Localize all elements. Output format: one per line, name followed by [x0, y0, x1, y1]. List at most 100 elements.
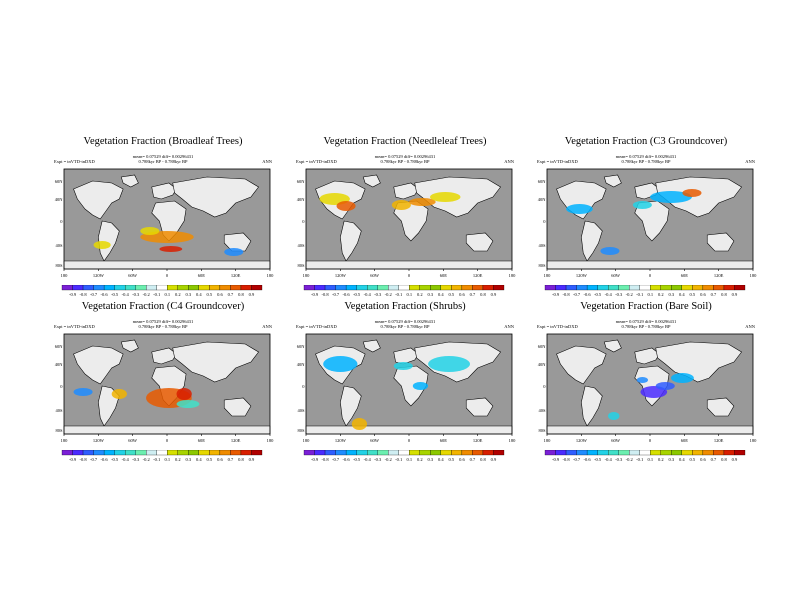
lat-tick-label: 40S [297, 243, 305, 248]
colorbar-swatch [472, 450, 484, 456]
colorbar-label: 0.8 [480, 457, 486, 462]
colorbar-label: -0.5 [111, 457, 119, 462]
colorbar-swatch [650, 450, 661, 456]
colorbar-label: -0.2 [143, 457, 150, 462]
colorbar-swatch [303, 285, 315, 291]
colorbar-swatch [430, 450, 441, 456]
colorbar-swatch [576, 285, 588, 291]
lon-tick-label: 0 [408, 438, 411, 443]
lon-tick-label: 180 [267, 438, 274, 443]
colorbar-label: -0.8 [562, 457, 570, 462]
lat-tick-label: 40N [55, 362, 64, 367]
colorbar-label: 0.9 [249, 457, 255, 462]
continent-shape [581, 385, 603, 427]
lon-tick-label: 60W [370, 438, 380, 443]
lon-tick-label: 180 [61, 438, 69, 443]
continent-shape [172, 176, 259, 218]
time-range-label: 0.788kyr BP - 0.788kyr BP [380, 159, 430, 164]
colorbar: -0.9 -0.8 -0.7 -0.6 -0.5 -0.4 -0.3 -0.2 -0.1 0.1 0… [303, 285, 505, 297]
lat-tick-label: 40N [538, 197, 547, 202]
colorbar-swatch [377, 450, 389, 456]
colorbar-label: -0.5 [594, 457, 602, 462]
colorbar-swatch [597, 450, 609, 456]
colorbar-swatch [345, 285, 357, 291]
colorbar-swatch [713, 450, 725, 456]
colorbar-swatch [430, 285, 441, 291]
colorbar: -0.9 -0.8 -0.7 -0.6 -0.5 -0.4 -0.3 -0.2 -0.1 0.1 0… [61, 450, 263, 462]
lon-tick-label: 120E [714, 438, 724, 443]
anomaly-patch [224, 248, 244, 256]
lat-tick-label: 40N [297, 197, 306, 202]
colorbar-label: -0.3 [615, 457, 623, 462]
continent-shape [340, 385, 362, 427]
colorbar-swatch [576, 450, 588, 456]
world-map: 60N 40N 0 40S 80S 180 120W 60W 0 60E 120E 180 [55, 333, 274, 443]
panel-stats: mean= 0.07529 diff= 0.00296431 [374, 154, 436, 159]
colorbar-label: -0.7 [332, 292, 340, 297]
season-label: ANN [745, 324, 755, 329]
colorbar-swatch [240, 285, 252, 291]
colorbar-swatch [251, 450, 263, 456]
colorbar-swatch [734, 450, 746, 456]
lon-tick-label: 60E [198, 438, 206, 443]
world-map: 60N 40N 0 40S 80S 180 120W 60W 0 60E 120E 180 [55, 168, 274, 278]
lat-tick-label: 60N [55, 179, 64, 184]
colorbar-swatch [146, 285, 157, 291]
colorbar-label: -0.8 [321, 292, 329, 297]
colorbar-label: -0.6 [584, 457, 592, 462]
map-panel: Vegetation Fraction (Shrubs) mean= 0.075… [294, 301, 516, 466]
colorbar-label: 0.3 [186, 457, 192, 462]
lat-tick-label: 80S [538, 428, 546, 433]
continent-shape [655, 341, 742, 383]
colorbar-label: 0.5 [690, 292, 696, 297]
colorbar-swatch [472, 285, 484, 291]
lon-tick-label: 120W [576, 273, 588, 278]
colorbar-swatch [451, 285, 463, 291]
colorbar-label: -0.3 [132, 292, 140, 297]
colorbar-swatch [188, 285, 199, 291]
anomaly-patch [93, 241, 111, 249]
colorbar-label: 0.8 [238, 292, 244, 297]
colorbar-swatch [156, 285, 168, 291]
lon-tick-label: 60W [128, 438, 138, 443]
colorbar-swatch [82, 450, 94, 456]
colorbar-label: -0.9 [552, 457, 560, 462]
colorbar-swatch [230, 450, 242, 456]
lon-tick-label: 180 [544, 273, 552, 278]
lat-tick-label: 80S [297, 263, 305, 268]
colorbar-label: 0.7 [470, 457, 476, 462]
continent-shape [223, 397, 252, 417]
world-map: 60N 40N 0 40S 80S 180 120W 60W 0 60E 120E 180 [297, 168, 516, 278]
colorbar-label: -0.1 [153, 457, 160, 462]
colorbar-label: 0.1 [406, 292, 412, 297]
colorbar-swatch [146, 450, 157, 456]
lon-tick-label: 60W [128, 273, 138, 278]
colorbar-label: 0.5 [449, 292, 455, 297]
map-panel: Vegetation Fraction (C3 Groundcover) mea… [535, 136, 757, 301]
colorbar-label: -0.4 [364, 292, 372, 297]
anomaly-patch [409, 198, 436, 206]
anomaly-patch [323, 356, 358, 372]
colorbar-label: 0.1 [164, 292, 170, 297]
colorbar-label: -0.3 [132, 457, 140, 462]
colorbar-label: 0.7 [711, 457, 717, 462]
colorbar-label: -0.5 [353, 292, 361, 297]
colorbar-label: 0.5 [690, 457, 696, 462]
colorbar-label: 0.9 [732, 292, 738, 297]
continent-shape [63, 425, 271, 435]
colorbar-label: -0.5 [353, 457, 361, 462]
colorbar-label: 0.9 [732, 457, 738, 462]
anomaly-patch [176, 388, 192, 400]
lat-tick-label: 80S [297, 428, 305, 433]
colorbar-label: -0.2 [385, 457, 392, 462]
panel-title: Vegetation Fraction (C3 Groundcover) [564, 136, 728, 147]
lat-tick-label: 40S [55, 243, 63, 248]
colorbar-label: -0.1 [395, 457, 402, 462]
colorbar-label: 0.6 [700, 292, 706, 297]
experiment-label: Expt = tnVTD-tnDXD [54, 324, 95, 329]
colorbar-swatch [219, 450, 231, 456]
colorbar-label: -0.2 [626, 457, 633, 462]
colorbar-label: -0.7 [573, 292, 581, 297]
panel-title: Vegetation Fraction (Broadleaf Trees) [83, 136, 243, 147]
colorbar-label: 0.8 [238, 457, 244, 462]
